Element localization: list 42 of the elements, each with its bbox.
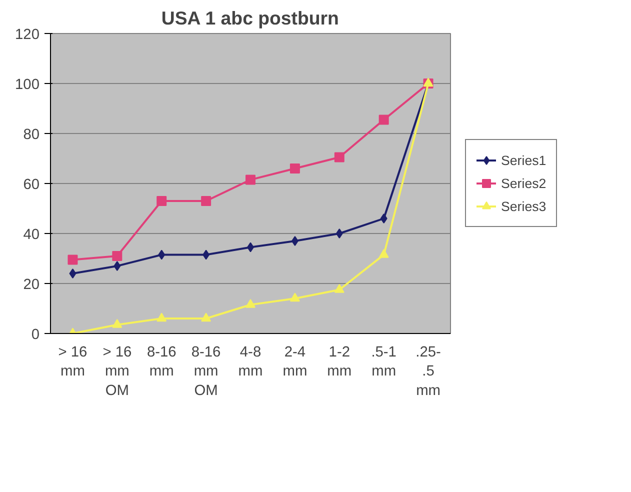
x-tick-label: 8-16 mm OM (191, 344, 221, 399)
point (201, 196, 212, 206)
point (114, 261, 121, 271)
x-tick-label: > 16 mm (58, 344, 88, 380)
point (201, 312, 212, 322)
x-tick-label: > 16 mm OM (102, 344, 132, 399)
y-tick-label: 80 (23, 127, 40, 143)
x-tick-label: .5-1 mm (371, 344, 396, 380)
y-tick-label: 120 (15, 27, 40, 43)
point (334, 284, 344, 293)
point (378, 114, 389, 125)
point (202, 250, 210, 260)
y-tick-label: 60 (23, 177, 40, 193)
x-tick-label: .25- .5 mm (416, 344, 442, 399)
x-tick-label: 2-4 mm (282, 344, 308, 380)
point (290, 292, 300, 302)
point (246, 174, 256, 185)
point (69, 268, 76, 278)
point (112, 251, 122, 261)
x-tick-label: 1-2 mm (327, 344, 352, 380)
y-tick-label: 100 (15, 77, 40, 93)
point (380, 214, 388, 224)
point (68, 254, 78, 265)
point (378, 249, 389, 258)
point (246, 299, 256, 308)
y-tick-label: 20 (23, 277, 40, 293)
point (156, 312, 167, 322)
x-tick-label: 8-16 mm (146, 344, 176, 380)
y-tick-label: 40 (23, 227, 40, 243)
point (336, 228, 343, 238)
legend-label: Series2 (501, 176, 546, 190)
chart-title: USA 1 abc postburn (161, 8, 339, 28)
legend-label: Series1 (501, 152, 546, 168)
x-tick-label: 4-8 mm (238, 344, 263, 380)
legend-label: Series3 (501, 198, 546, 214)
point (156, 196, 167, 206)
point (290, 164, 300, 174)
point (291, 236, 298, 246)
y-tick-label: 0 (31, 327, 40, 343)
point (112, 319, 122, 328)
point (158, 250, 166, 260)
point (334, 152, 344, 162)
